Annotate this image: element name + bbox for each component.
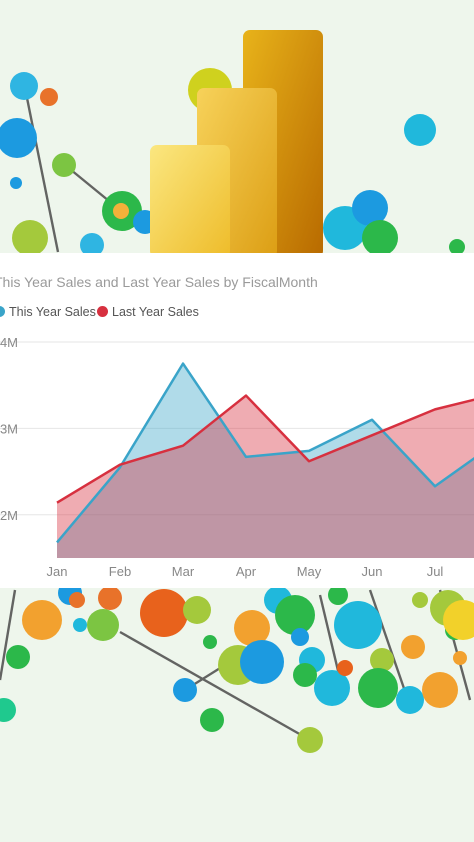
data-point-this-year-Apr[interactable] [242, 453, 250, 461]
x-tick-label: Feb [109, 564, 131, 579]
x-tick-label: Jan [47, 564, 68, 579]
y-tick-label: 4M [0, 335, 18, 350]
series-lines [53, 360, 474, 546]
x-tick-label: Jun [362, 564, 383, 579]
area-this-year [57, 363, 474, 558]
legend-item-this-year[interactable]: This Year Sales [0, 305, 96, 319]
data-point-last-year-May[interactable] [305, 457, 313, 465]
area-last-year [57, 395, 474, 558]
legend-label-this-year: This Year Sales [9, 305, 96, 319]
background-bubbles [0, 68, 474, 753]
y-axis-ticks: 2M 3M 4M [0, 335, 18, 523]
x-tick-label: May [297, 564, 322, 579]
logo-bar-short [150, 145, 230, 258]
x-tick-label: Jul [427, 564, 444, 579]
x-tick-label: Apr [236, 564, 257, 579]
line-this-year [56, 362, 474, 544]
data-point-last-year-Jan[interactable] [53, 499, 61, 507]
chart-panel [0, 253, 474, 588]
data-point-this-year-Mar[interactable] [179, 360, 187, 368]
legend-dot-last-year [97, 306, 108, 317]
data-point-last-year-Jun[interactable] [368, 431, 376, 439]
legend-label-last-year: Last Year Sales [112, 305, 199, 319]
chart-title: This Year Sales and Last Year Sales by F… [0, 274, 318, 290]
legend-dot-this-year [0, 306, 5, 317]
x-axis-ticks: JanFebMarAprMayJunJulAug [47, 564, 444, 579]
line-last-year [56, 394, 474, 504]
x-tick-label: Mar [172, 564, 195, 579]
data-point-this-year-Jul[interactable] [431, 482, 439, 490]
data-point-last-year-Feb[interactable] [116, 461, 124, 469]
y-tick-label: 3M [0, 421, 18, 436]
legend-item-last-year[interactable]: Last Year Sales [97, 305, 199, 319]
data-point-this-year-Jun[interactable] [368, 416, 376, 424]
power-bi-logo-icon [150, 30, 323, 258]
series-areas [57, 363, 474, 558]
data-point-last-year-Jul[interactable] [431, 405, 439, 413]
data-point-last-year-Apr[interactable] [242, 392, 250, 400]
data-point-last-year-Mar[interactable] [179, 442, 187, 450]
data-point-this-year-Jan[interactable] [53, 538, 61, 546]
y-tick-label: 2M [0, 508, 18, 523]
data-point-this-year-May[interactable] [305, 447, 313, 455]
